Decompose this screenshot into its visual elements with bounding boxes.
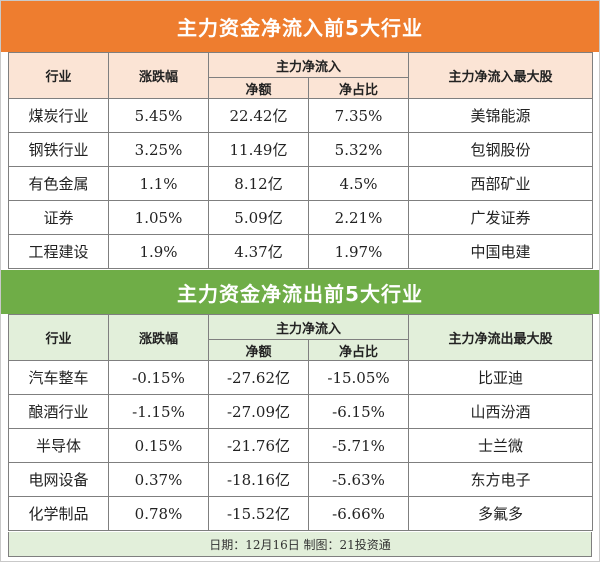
outflow-header-change: 涨跌幅	[108, 314, 209, 361]
outflow-header-main-group: 主力净流入	[207, 314, 410, 340]
net-ratio-cell: 1.97%	[307, 234, 410, 269]
net-ratio-cell: -6.66%	[307, 496, 410, 531]
net-amount-cell: -27.62亿	[208, 360, 309, 395]
outflow-header-net-amount: 净额	[208, 339, 309, 361]
top-stock-cell: 美锦能源	[408, 98, 594, 133]
outflow-header-net-ratio: 净占比	[307, 339, 410, 361]
inflow-title: 主力资金净流入前5大行业	[177, 15, 423, 40]
change-cell: 3.25%	[108, 132, 209, 167]
footer-credit: 日期：12月16日 制图：21投资通	[8, 532, 592, 557]
inflow-header-top-stock: 主力净流入最大股	[408, 52, 594, 99]
outflow-table: 行业 涨跌幅 主力净流入 主力净流出最大股 净额 净占比 汽车整车 -0.15%…	[8, 314, 594, 531]
table-row: 钢铁行业 3.25% 11.49亿 5.32% 包钢股份	[8, 132, 594, 167]
change-cell: 0.15%	[108, 428, 209, 463]
change-cell: 0.37%	[108, 462, 209, 497]
industry-cell: 汽车整车	[8, 360, 109, 395]
net-ratio-cell: -5.71%	[307, 428, 410, 463]
top-stock-cell: 多氟多	[408, 496, 594, 531]
change-cell: 0.78%	[108, 496, 209, 531]
table-row: 酿酒行业 -1.15% -27.09亿 -6.15% 山西汾酒	[8, 394, 594, 429]
table-row: 工程建设 1.9% 4.37亿 1.97% 中国电建	[8, 234, 594, 269]
net-amount-cell: -18.16亿	[208, 462, 309, 497]
top-stock-cell: 东方电子	[408, 462, 594, 497]
top-stock-cell: 中国电建	[408, 234, 594, 269]
inflow-header-main-group: 主力净流入	[207, 52, 410, 78]
net-ratio-cell: -5.63%	[307, 462, 410, 497]
inflow-header-net-ratio: 净占比	[307, 77, 410, 99]
industry-cell: 证券	[8, 200, 109, 235]
inflow-table: 行业 涨跌幅 主力净流入 主力净流入最大股 净额 净占比 煤炭行业 5.45% …	[8, 52, 594, 269]
net-amount-cell: 22.42亿	[208, 98, 309, 133]
inflow-header-industry: 行业	[8, 52, 109, 99]
industry-cell: 工程建设	[8, 234, 109, 269]
outflow-title-banner: 主力资金净流出前5大行业	[0, 270, 600, 314]
table-row: 化学制品 0.78% -15.52亿 -6.66% 多氟多	[8, 496, 594, 531]
table-row: 有色金属 1.1% 8.12亿 4.5% 西部矿业	[8, 166, 594, 201]
inflow-title-banner: 主力资金净流入前5大行业	[0, 0, 600, 52]
top-stock-cell: 包钢股份	[408, 132, 594, 167]
top-stock-cell: 山西汾酒	[408, 394, 594, 429]
net-amount-cell: -15.52亿	[208, 496, 309, 531]
net-ratio-cell: 7.35%	[307, 98, 410, 133]
inflow-header-change: 涨跌幅	[108, 52, 209, 99]
industry-cell: 化学制品	[8, 496, 109, 531]
change-cell: -1.15%	[108, 394, 209, 429]
net-ratio-cell: 2.21%	[307, 200, 410, 235]
net-ratio-cell: 4.5%	[307, 166, 410, 201]
industry-cell: 煤炭行业	[8, 98, 109, 133]
top-stock-cell: 比亚迪	[408, 360, 594, 395]
inflow-header-net-amount: 净额	[208, 77, 309, 99]
net-amount-cell: 5.09亿	[208, 200, 309, 235]
change-cell: 1.1%	[108, 166, 209, 201]
net-amount-cell: 11.49亿	[208, 132, 309, 167]
table-row: 煤炭行业 5.45% 22.42亿 7.35% 美锦能源	[8, 98, 594, 133]
table-row: 汽车整车 -0.15% -27.62亿 -15.05% 比亚迪	[8, 360, 594, 395]
outflow-header-top-stock: 主力净流出最大股	[408, 314, 594, 361]
industry-cell: 有色金属	[8, 166, 109, 201]
top-stock-cell: 广发证券	[408, 200, 594, 235]
table-row: 半导体 0.15% -21.76亿 -5.71% 士兰微	[8, 428, 594, 463]
top-stock-cell: 士兰微	[408, 428, 594, 463]
change-cell: 5.45%	[108, 98, 209, 133]
table-row: 电网设备 0.37% -18.16亿 -5.63% 东方电子	[8, 462, 594, 497]
footer-text: 日期：12月16日 制图：21投资通	[209, 537, 391, 552]
industry-cell: 钢铁行业	[8, 132, 109, 167]
change-cell: 1.9%	[108, 234, 209, 269]
top-stock-cell: 西部矿业	[408, 166, 594, 201]
outflow-header-industry: 行业	[8, 314, 109, 361]
industry-cell: 半导体	[8, 428, 109, 463]
net-ratio-cell: -6.15%	[307, 394, 410, 429]
change-cell: -0.15%	[108, 360, 209, 395]
table-row: 证券 1.05% 5.09亿 2.21% 广发证券	[8, 200, 594, 235]
net-ratio-cell: 5.32%	[307, 132, 410, 167]
outflow-title: 主力资金净流出前5大行业	[177, 281, 423, 306]
net-amount-cell: -21.76亿	[208, 428, 309, 463]
industry-cell: 电网设备	[8, 462, 109, 497]
net-amount-cell: -27.09亿	[208, 394, 309, 429]
net-amount-cell: 4.37亿	[208, 234, 309, 269]
industry-cell: 酿酒行业	[8, 394, 109, 429]
change-cell: 1.05%	[108, 200, 209, 235]
net-ratio-cell: -15.05%	[307, 360, 410, 395]
net-amount-cell: 8.12亿	[208, 166, 309, 201]
